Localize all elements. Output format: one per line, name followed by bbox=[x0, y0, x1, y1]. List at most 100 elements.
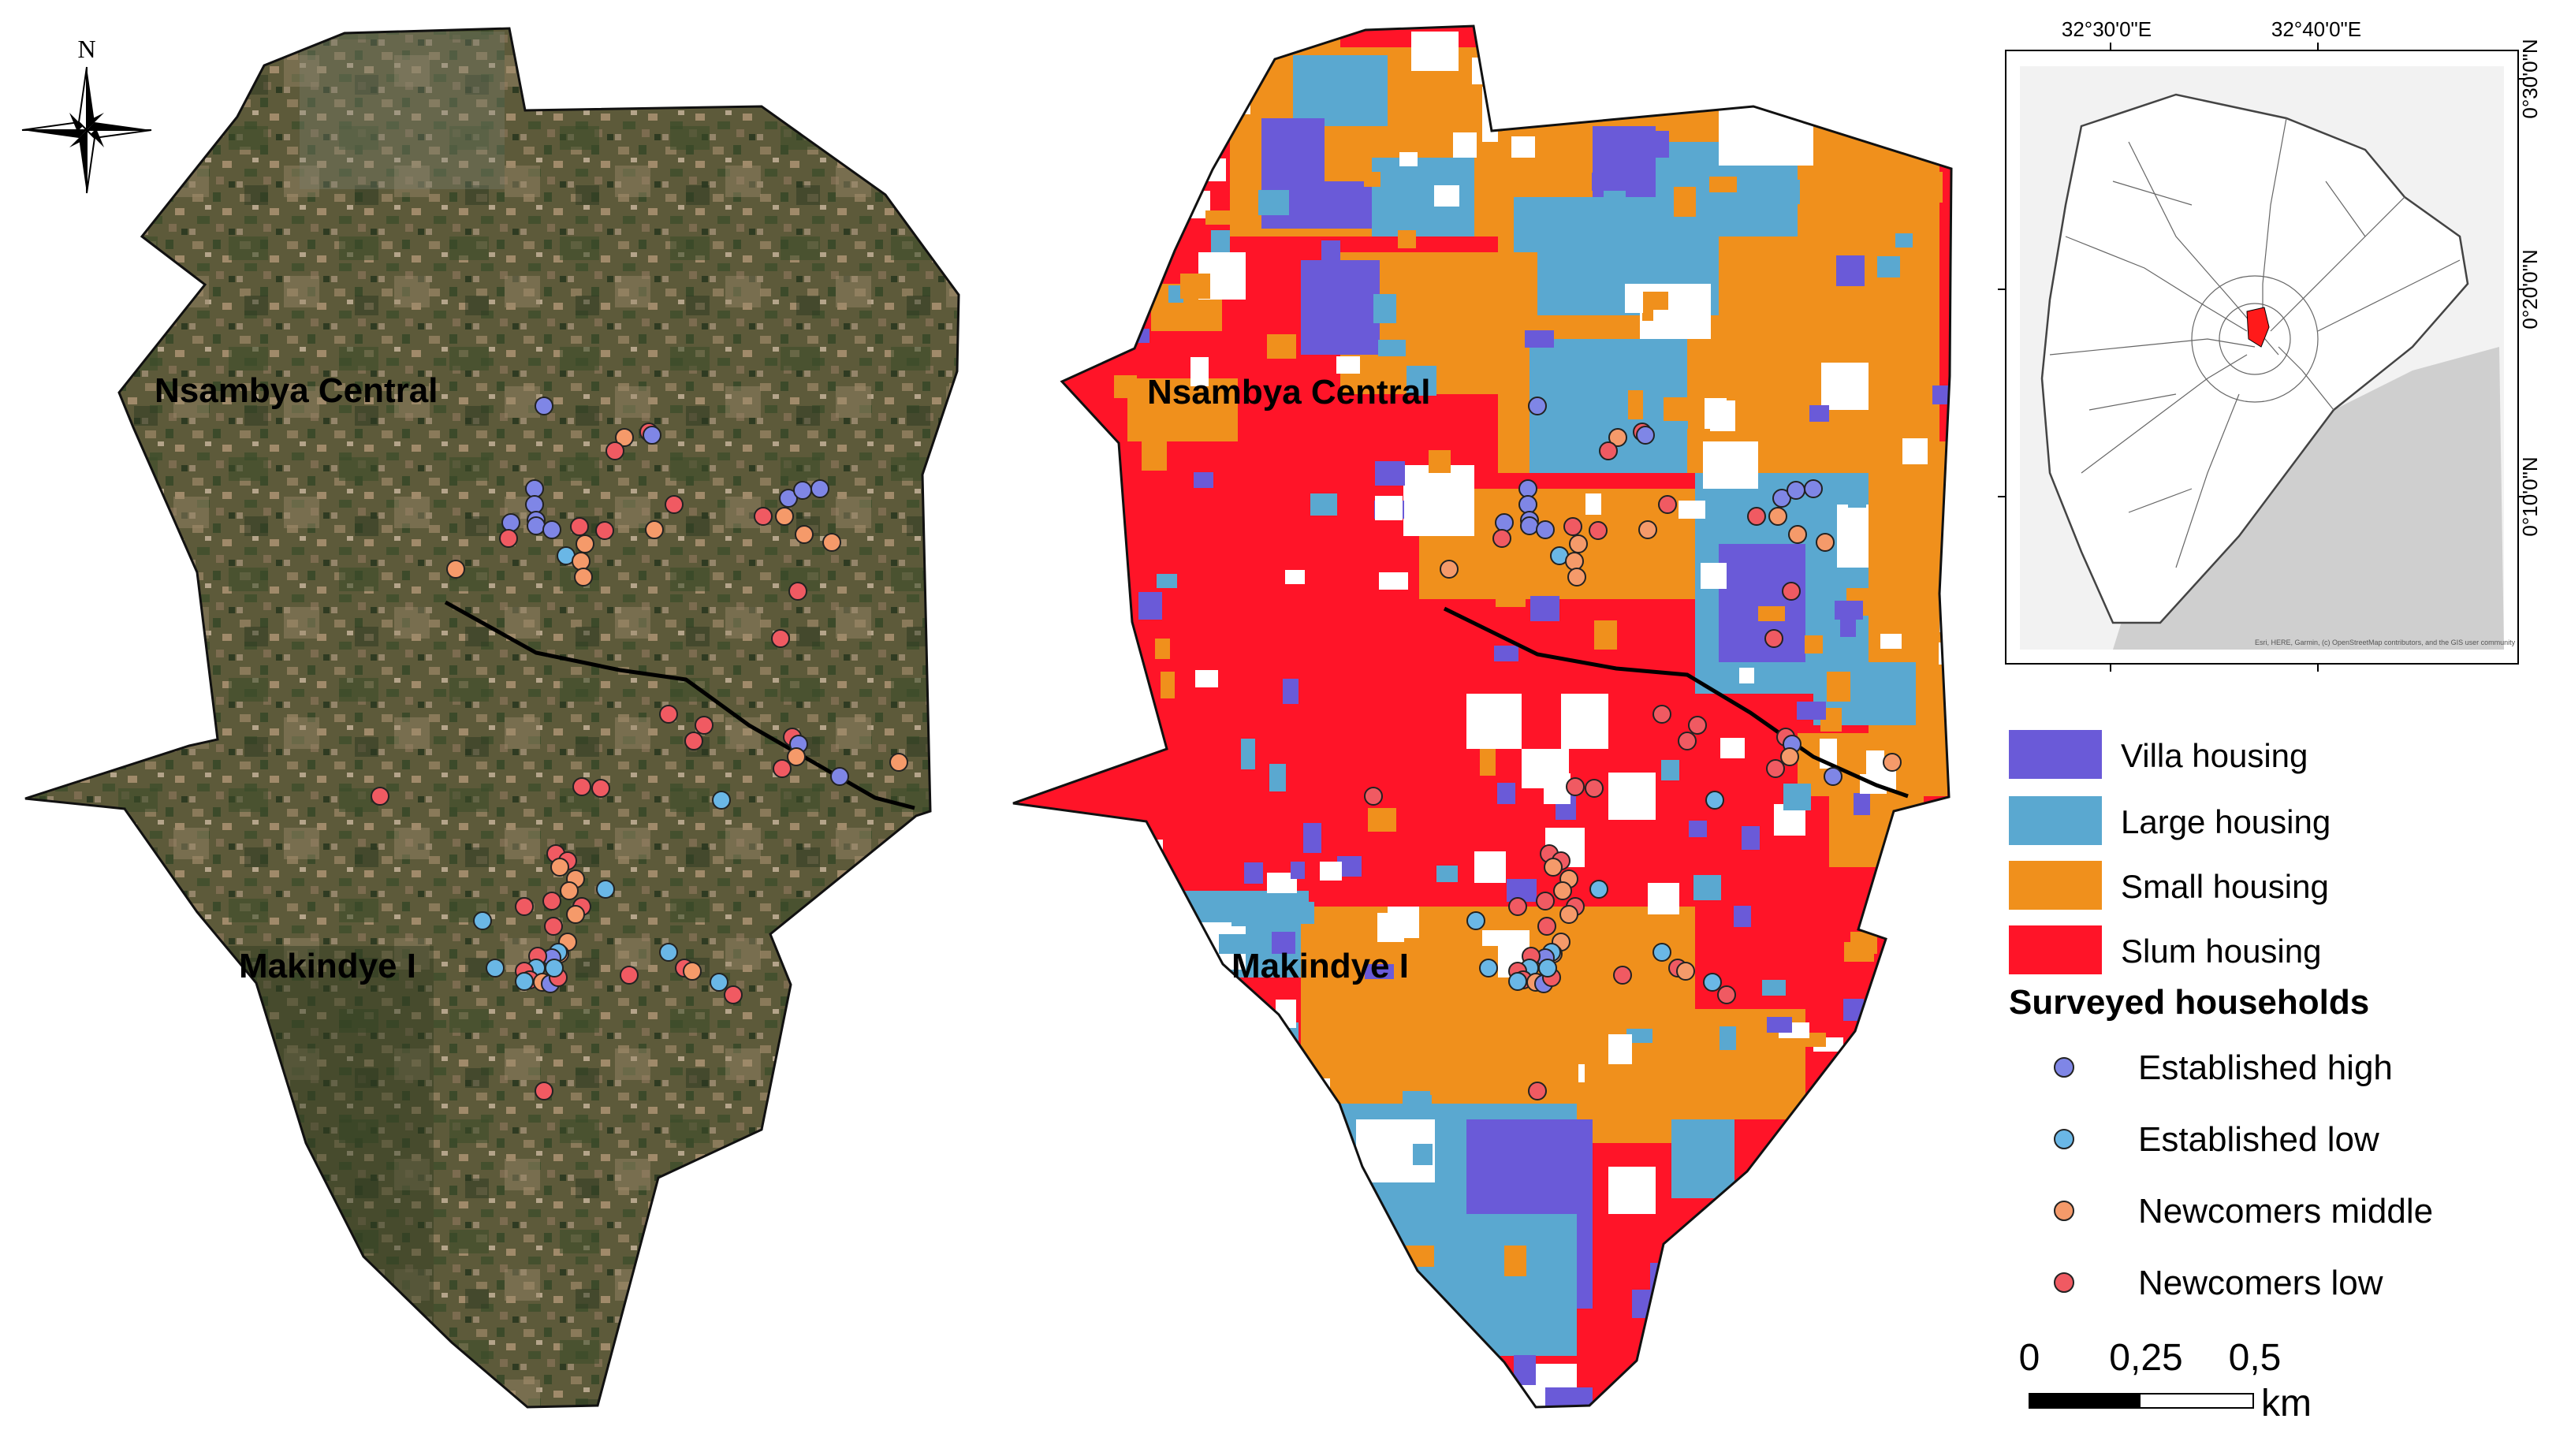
household-point-left bbox=[535, 1082, 553, 1100]
household-point-left bbox=[620, 966, 639, 985]
legend: Villa housing Large housing Small housing S… bbox=[2009, 730, 2433, 1302]
household-point-right bbox=[1772, 489, 1791, 508]
legend-households-title: Surveyed households bbox=[2009, 983, 2369, 1022]
household-point-right bbox=[1788, 525, 1807, 544]
household-point-left bbox=[515, 897, 534, 916]
legend-swatch-3 bbox=[2009, 925, 2102, 974]
household-point-right bbox=[1538, 959, 1557, 977]
household-point-right bbox=[1652, 705, 1671, 724]
household-point-left bbox=[595, 521, 614, 540]
household-point-left bbox=[810, 479, 829, 498]
legend-household-symbol-3 bbox=[2054, 1272, 2074, 1293]
household-point-right bbox=[1782, 582, 1801, 601]
household-point-right bbox=[1537, 917, 1556, 936]
household-point-left bbox=[527, 516, 546, 535]
household-point-right bbox=[1804, 479, 1823, 498]
household-point-left bbox=[572, 777, 591, 796]
scale-bar: 0 0,25 0,5 km bbox=[2019, 1337, 2312, 1424]
household-point-right bbox=[1544, 858, 1563, 877]
household-point-left bbox=[486, 959, 505, 977]
household-point-right bbox=[1703, 973, 1722, 992]
household-point-right bbox=[1589, 880, 1608, 899]
household-point-left bbox=[659, 705, 678, 724]
lon-label-1: 32°30'0"E bbox=[2062, 17, 2152, 41]
household-point-left bbox=[775, 507, 794, 526]
household-point-right bbox=[1492, 529, 1511, 548]
household-point-left bbox=[542, 892, 561, 910]
scale-unit: km bbox=[2261, 1383, 2312, 1424]
household-point-right bbox=[1747, 507, 1766, 526]
legend-swatch-0 bbox=[2009, 730, 2102, 779]
household-point-right bbox=[1599, 441, 1618, 460]
household-point-left bbox=[787, 747, 806, 766]
household-point-right bbox=[1780, 747, 1799, 766]
household-point-right bbox=[1495, 513, 1514, 532]
household-point-right bbox=[1536, 892, 1555, 910]
household-point-left bbox=[665, 495, 684, 514]
legend-household-symbol-1 bbox=[2054, 1129, 2074, 1149]
left-household-points bbox=[371, 397, 908, 1100]
legend-household-label-1: Established low bbox=[2138, 1120, 2379, 1159]
household-point-left bbox=[822, 533, 841, 552]
lat-label-2: 0°20'0"N bbox=[2518, 249, 2542, 329]
household-point-left bbox=[645, 520, 664, 539]
household-point-right bbox=[1688, 716, 1707, 735]
legend-swatch-1 bbox=[2009, 796, 2102, 845]
household-point-right bbox=[1518, 479, 1537, 498]
household-point-left bbox=[574, 568, 593, 586]
household-point-right bbox=[1528, 397, 1547, 415]
household-point-right bbox=[1440, 560, 1459, 579]
household-point-left bbox=[724, 985, 743, 1004]
legend-household-symbol-2 bbox=[2054, 1201, 2074, 1221]
area-label-makindye-right: Makindye I bbox=[1231, 947, 1409, 985]
household-point-right bbox=[1608, 428, 1627, 447]
household-point-left bbox=[695, 716, 714, 735]
household-point-right bbox=[1676, 962, 1695, 981]
household-point-left bbox=[771, 629, 790, 648]
household-point-left bbox=[605, 441, 624, 460]
scale-tick-0: 0 bbox=[2019, 1337, 2040, 1379]
household-point-right bbox=[1518, 495, 1537, 514]
household-point-right bbox=[1569, 534, 1588, 553]
household-point-right bbox=[1536, 520, 1555, 539]
household-point-left bbox=[371, 787, 389, 806]
household-point-left bbox=[889, 753, 908, 772]
legend-swatch-2 bbox=[2009, 861, 2102, 910]
household-point-right bbox=[1764, 629, 1783, 648]
lon-label-2: 32°40'0"E bbox=[2271, 17, 2361, 41]
household-point-left bbox=[643, 426, 661, 445]
household-point-left bbox=[572, 552, 591, 571]
household-point-left bbox=[544, 917, 563, 936]
legend-household-label-3: Newcomers low bbox=[2138, 1264, 2383, 1302]
household-point-left bbox=[615, 428, 634, 447]
household-point-right bbox=[1553, 881, 1572, 900]
household-point-left bbox=[542, 520, 561, 539]
household-point-right bbox=[1508, 972, 1527, 991]
legend-household-label-2: Newcomers middle bbox=[2138, 1192, 2433, 1231]
household-point-left bbox=[566, 905, 585, 924]
north-label: N bbox=[77, 35, 95, 63]
household-point-right bbox=[1466, 911, 1485, 930]
household-point-left bbox=[754, 507, 773, 526]
household-point-right bbox=[1766, 759, 1785, 778]
household-point-left bbox=[659, 943, 678, 962]
household-point-right bbox=[1658, 495, 1677, 514]
right-household-points bbox=[1364, 397, 1902, 1100]
household-point-left bbox=[712, 791, 731, 810]
household-point-right bbox=[1787, 481, 1805, 500]
inset-locator-map: 32°30'0"E 32°40'0"E 0°30'0"N 0°20'0"N 0°… bbox=[1998, 17, 2542, 672]
household-point-left bbox=[550, 858, 569, 877]
household-point-left bbox=[773, 759, 792, 778]
household-point-left bbox=[710, 973, 728, 992]
household-point-right bbox=[1585, 779, 1604, 798]
household-point-right bbox=[1883, 753, 1902, 772]
household-point-right bbox=[1589, 521, 1608, 540]
legend-housing-label-2: Small housing bbox=[2121, 868, 2329, 905]
lat-label-1: 0°30'0"N bbox=[2518, 39, 2542, 118]
household-point-right bbox=[1508, 897, 1527, 916]
household-point-right bbox=[1613, 966, 1632, 985]
legend-household-label-0: Established high bbox=[2138, 1048, 2393, 1087]
legend-housing-label-0: Villa housing bbox=[2121, 737, 2308, 774]
household-point-left bbox=[788, 582, 807, 601]
